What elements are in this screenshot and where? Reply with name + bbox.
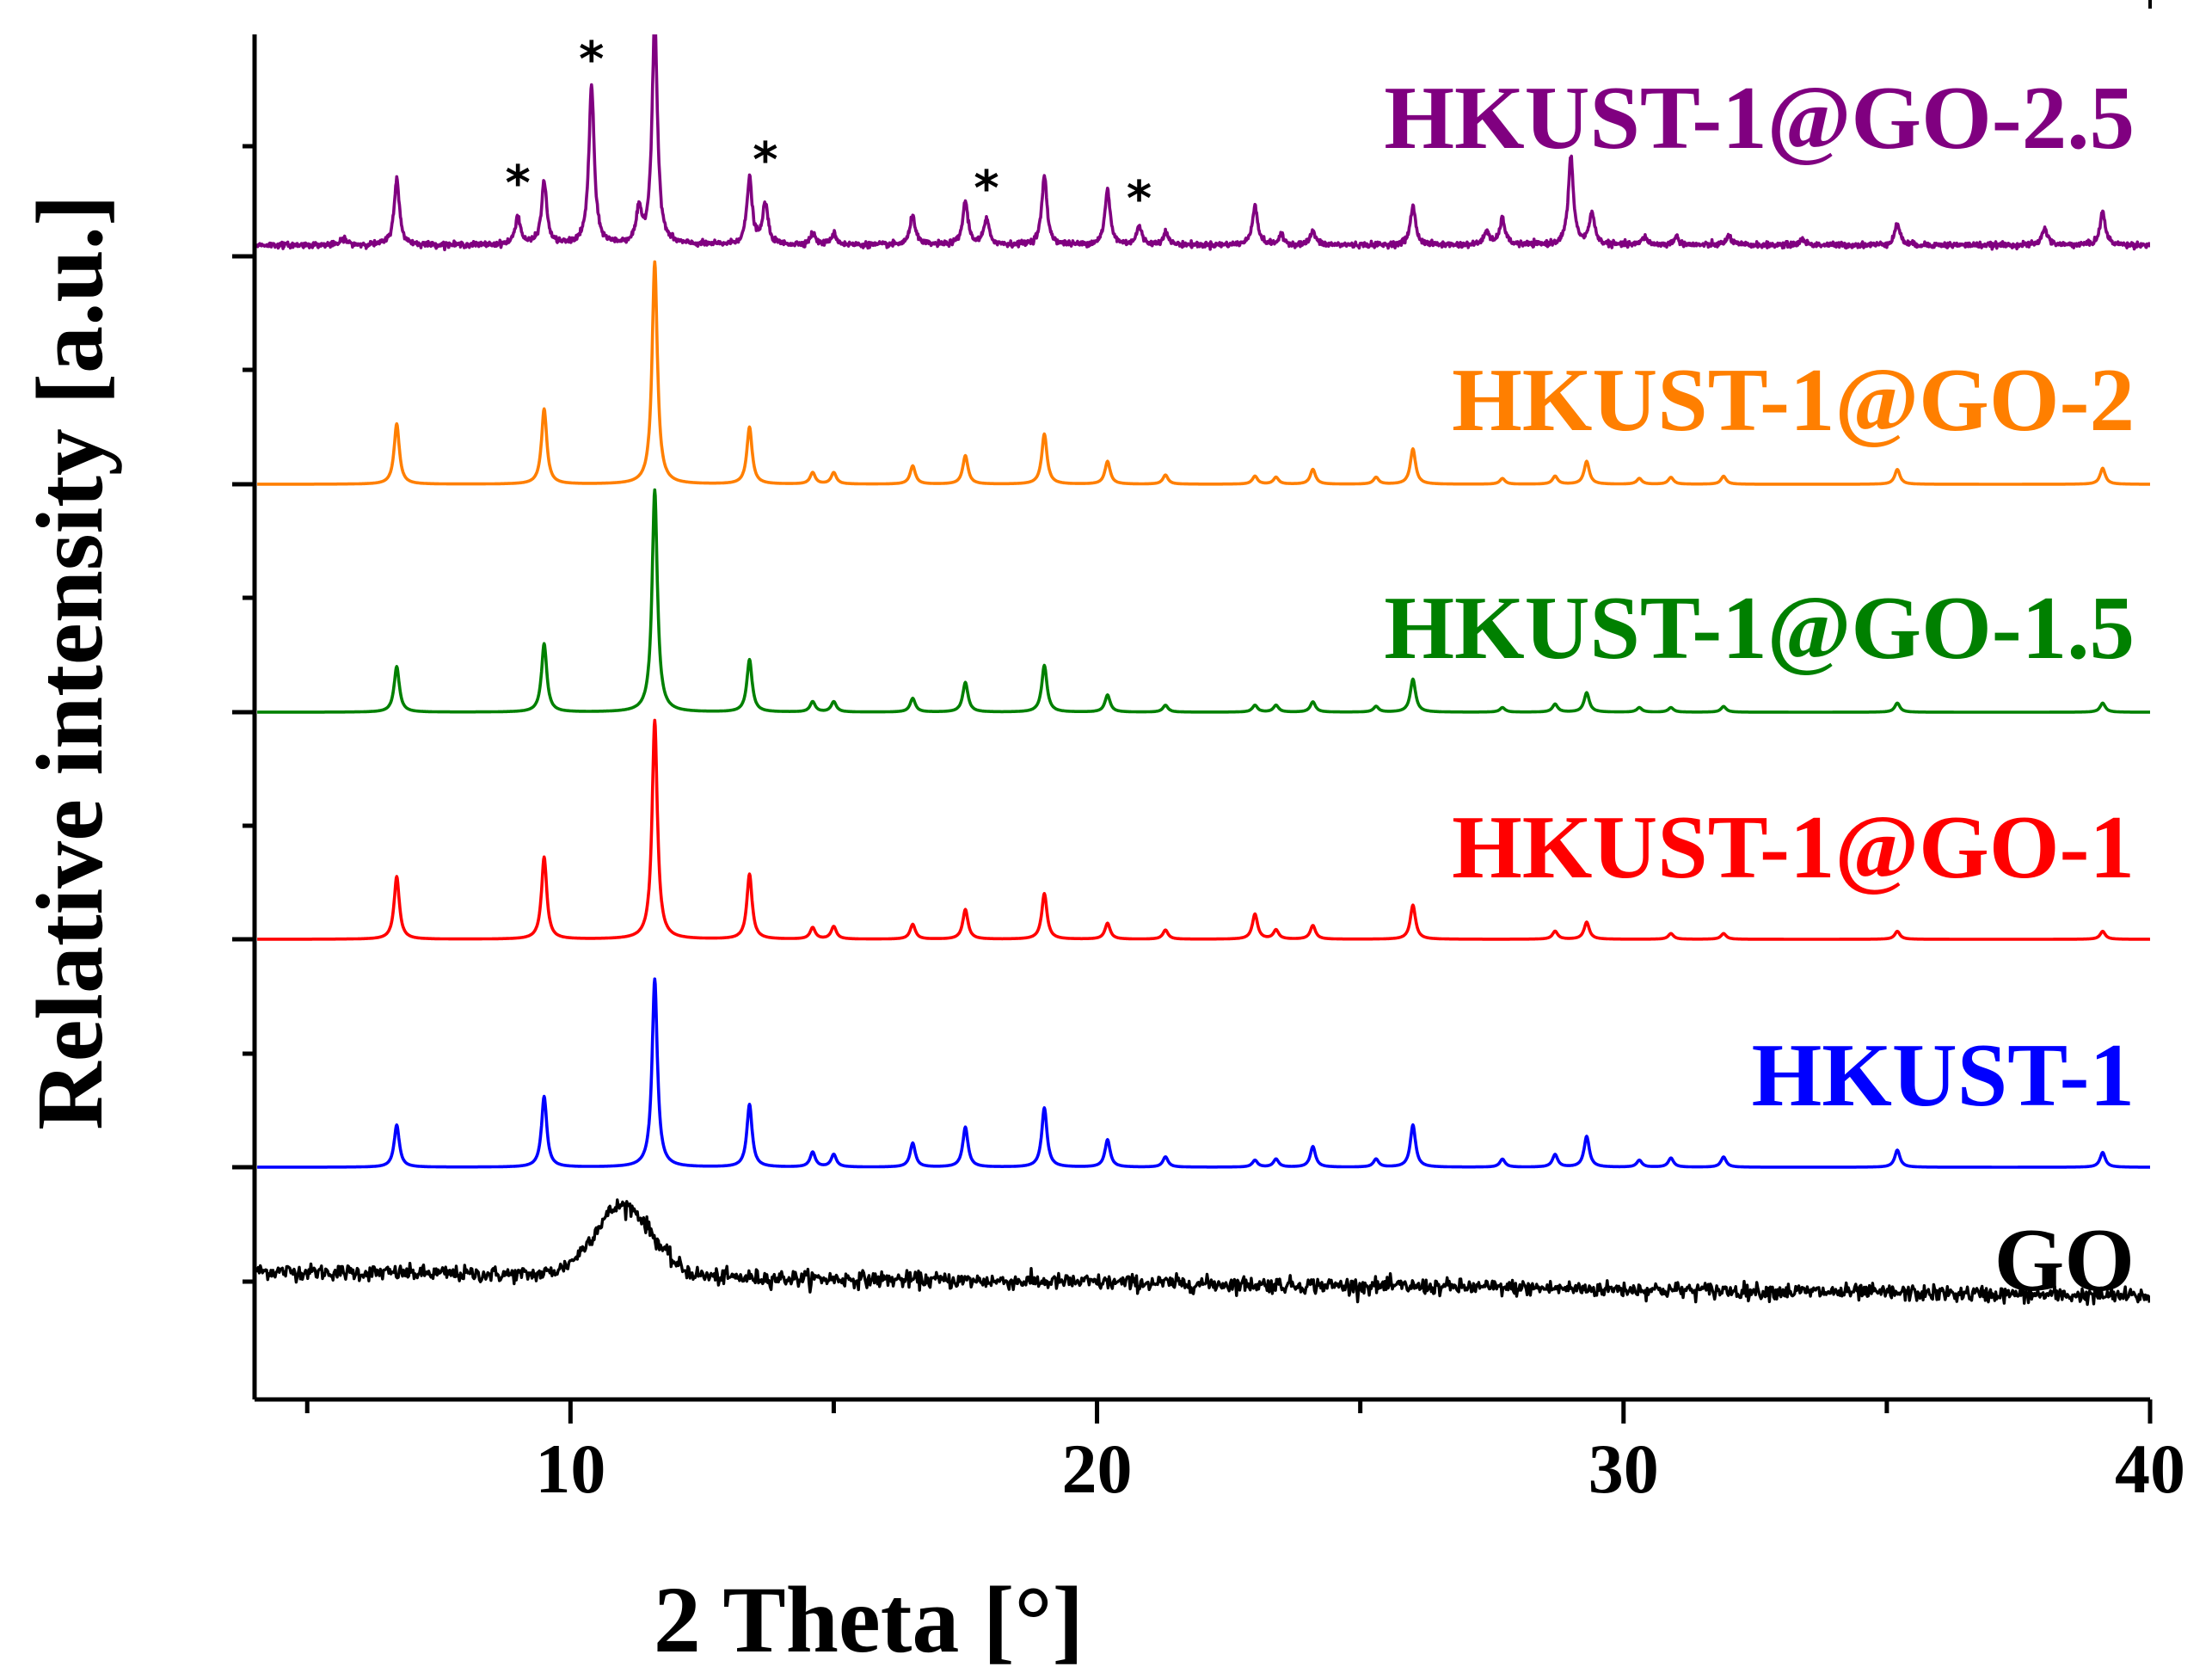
- series-line-hkust-1-go-1-5: [255, 488, 2150, 714]
- series-line-hkust-1-go-2-5: [255, 34, 2150, 252]
- y-axis-title: Relative intensity [a.u.]: [17, 194, 122, 1130]
- x-ticks: 10 20 30 40: [304, 1399, 2185, 1508]
- series-label-go: GO: [1994, 1209, 2135, 1310]
- x-tick-label: 20: [1062, 1430, 1133, 1508]
- x-tick-label: 30: [1588, 1430, 1659, 1508]
- peak-asterisk: *: [974, 161, 998, 217]
- peak-asterisk: *: [505, 156, 530, 212]
- peak-asterisk: *: [579, 32, 604, 88]
- x-tick-label: 40: [2115, 1430, 2185, 1508]
- series-label-hkust-1: HKUST-1: [1752, 1024, 2135, 1125]
- series-label-hkust-1-go-2-5: HKUST-1@GO-2.5: [1384, 67, 2135, 168]
- series-label-hkust-1-go-1: HKUST-1@GO-1: [1452, 796, 2135, 897]
- series-label-hkust-1-go-1-5: HKUST-1@GO-1.5: [1384, 577, 2135, 678]
- series-label-hkust-1-go-2: HKUST-1@GO-2: [1452, 349, 2135, 450]
- peak-asterisk: *: [753, 132, 777, 188]
- x-tick-label: 10: [535, 1430, 605, 1508]
- series-line-go: [255, 1198, 2150, 1307]
- annotations: * * * * *: [505, 32, 1152, 227]
- series-line-hkust-1-go-2: [255, 260, 2150, 486]
- series-line-hkust-1: [255, 977, 2150, 1169]
- series-labels: GO HKUST-1 HKUST-1@GO-1 HKUST-1@GO-1.5 HKUST…: [1384, 67, 2135, 1310]
- peak-asterisk: *: [1127, 171, 1152, 227]
- series-layer: [255, 34, 2150, 1307]
- x-axis-title: 2 Theta [°]: [654, 1567, 1084, 1672]
- y-ticks: [232, 144, 255, 1284]
- series-line-hkust-1-go-1: [255, 718, 2150, 941]
